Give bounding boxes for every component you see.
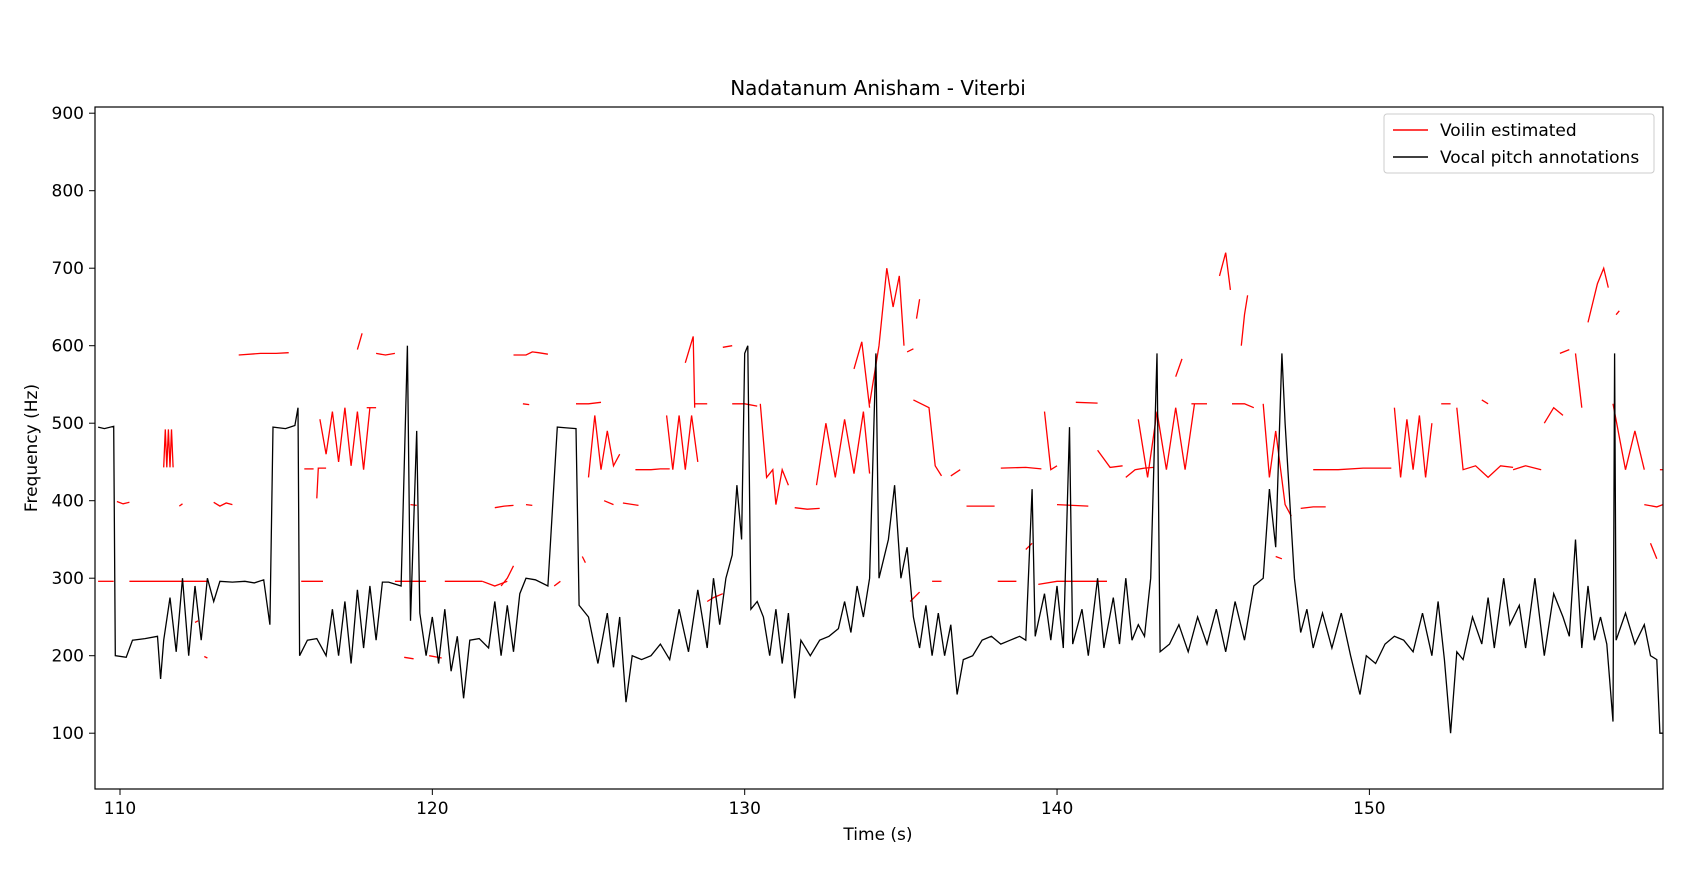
violin-pitch-segment [759, 403, 790, 505]
violin-pitch-segment [1097, 449, 1123, 469]
violin-pitch-segment [356, 333, 363, 350]
violin-pitch-segment [1612, 403, 1645, 470]
violin-pitch-segment [1300, 506, 1326, 510]
y-tick-label: 900 [52, 104, 84, 124]
violin-pitch-segment [1559, 348, 1570, 355]
violin-pitch-segment [1275, 555, 1283, 560]
violin-pitch-segment [1649, 543, 1658, 560]
chart-title: Nadatanum Anisham - Viterbi [730, 76, 1026, 100]
plot-area [97, 252, 1663, 734]
violin-pitch-segment [581, 556, 586, 563]
x-tick-label: 130 [728, 799, 760, 819]
violin-pitch-segment [1574, 353, 1583, 408]
legend: Voilin estimated Vocal pitch annotations [1383, 113, 1655, 174]
violin-pitch-segment [1587, 266, 1609, 323]
violin-pitch-segment [722, 345, 733, 348]
violin-pitch-segment [1000, 466, 1042, 470]
violin-pitch-segment [1313, 467, 1392, 471]
legend-box [1383, 113, 1655, 174]
violin-pitch-segment [194, 620, 199, 623]
violin-pitch-segment [587, 415, 621, 478]
violin-pitch-segment [178, 503, 183, 507]
violin-pitch-segment [794, 507, 820, 510]
violin-pitch-segment [635, 468, 670, 471]
y-axis-label: Frequency (Hz) [22, 384, 42, 512]
x-tick-label: 110 [104, 799, 136, 819]
violin-pitch-segment [500, 565, 515, 587]
violin-pitch-segment [1543, 406, 1564, 424]
y-tick-label: 100 [52, 724, 84, 744]
violin-pitch-segment [1025, 542, 1033, 550]
violin-pitch-segment [1056, 503, 1089, 507]
violin-pitch-segment [1456, 407, 1514, 479]
violin-pitch-segment [1393, 407, 1433, 478]
violin-pitch-segment [1175, 358, 1183, 377]
series-layer [97, 252, 1663, 734]
violin-pitch-segment [1218, 252, 1232, 290]
violin-pitch-segment [915, 299, 921, 319]
legend-label-vocal: Vocal pitch annotations [1440, 148, 1639, 168]
violin-pitch-segment [375, 352, 396, 356]
violin-pitch-segment [116, 500, 130, 505]
violin-pitch-segment [684, 336, 696, 408]
violin-pitch-segment [494, 504, 514, 509]
violin-pitch-segment [1262, 403, 1292, 517]
y-tick-label: 800 [52, 182, 84, 202]
x-axis-label: Time (s) [842, 825, 912, 845]
violin-pitch-segment [622, 502, 639, 507]
violin-pitch-segment [513, 351, 549, 356]
violin-pitch-segment [1075, 401, 1098, 404]
violin-pitch-segment [1137, 403, 1196, 478]
violin-pitch-segment [815, 411, 871, 486]
violin-pitch-segment [913, 399, 943, 477]
violin-pitch-segment [553, 580, 561, 587]
violin-pitch-segment [665, 415, 699, 470]
violin-pitch-segment [410, 503, 417, 507]
violin-pitch-segment [1615, 310, 1620, 316]
x-axis: 110 120 130 140 150 [104, 789, 1386, 819]
violin-pitch-segment [163, 429, 174, 468]
violin-pitch-segment [525, 503, 533, 507]
violin-pitch-segment [238, 352, 289, 356]
violin-pitch-segment [868, 268, 905, 404]
violin-pitch-segment [1481, 399, 1489, 405]
violin-pitch-segment [576, 401, 602, 405]
y-tick-label: 600 [52, 337, 84, 357]
violin-pitch-segment [316, 467, 327, 499]
y-tick-label: 700 [52, 259, 84, 279]
x-tick-label: 120 [416, 799, 448, 819]
legend-label-violin: Voilin estimated [1440, 121, 1577, 141]
y-tick-label: 400 [52, 492, 84, 512]
x-tick-label: 150 [1353, 799, 1385, 819]
violin-pitch-segment [1043, 411, 1058, 471]
y-tick-label: 300 [52, 569, 84, 589]
violin-pitch-segment [1512, 465, 1542, 471]
violin-pitch-segment [950, 469, 961, 477]
violin-pitch-segment [213, 501, 233, 507]
violin-pitch-segment [706, 593, 724, 603]
violin-pitch-segment [204, 655, 208, 659]
violin-pitch-segment [853, 341, 871, 408]
violin-pitch-segment [522, 403, 530, 406]
y-tick-label: 200 [52, 647, 84, 667]
x-tick-label: 140 [1041, 799, 1073, 819]
vocal-pitch-line [97, 345, 1663, 734]
y-axis: 100 200 300 400 500 600 700 800 900 [52, 104, 95, 744]
violin-pitch-segment [732, 403, 758, 407]
violin-pitch-segment [1232, 403, 1255, 409]
plot-frame [94, 106, 1664, 790]
violin-pitch-segment [1644, 503, 1663, 508]
violin-pitch-segment [1240, 295, 1249, 346]
violin-pitch-segment [603, 500, 614, 506]
violin-pitch-segment [906, 348, 914, 353]
violin-pitch-segment [404, 656, 414, 660]
y-tick-label: 500 [52, 414, 84, 434]
violin-pitch-segment [319, 407, 371, 470]
